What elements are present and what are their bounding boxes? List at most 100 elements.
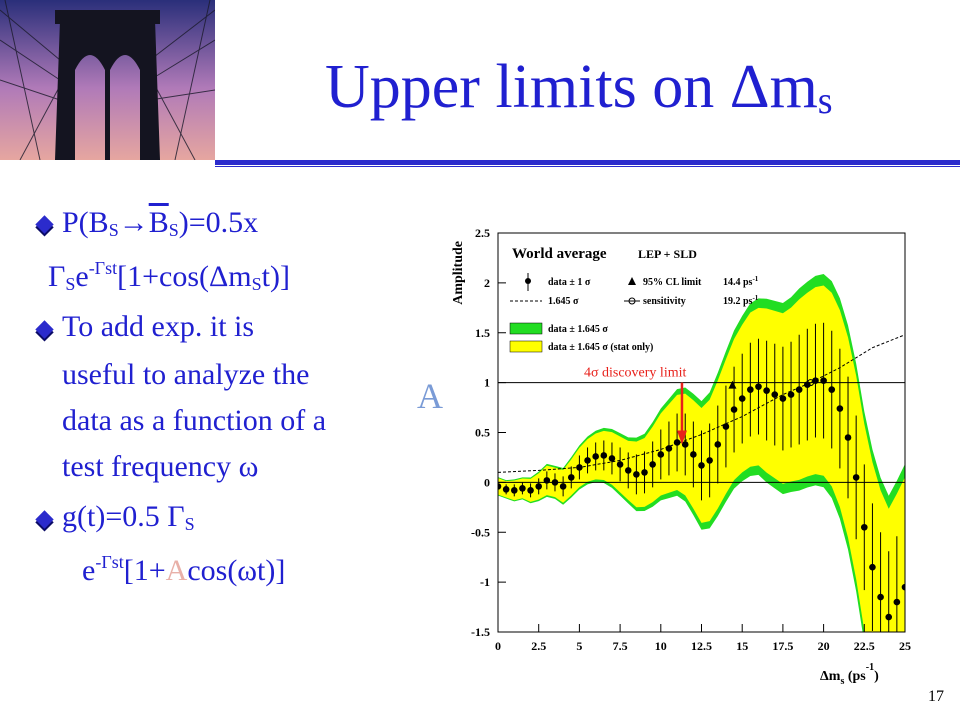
legend-entry-stat: data ± 1.645 σ (stat only)	[548, 342, 653, 353]
data-point	[787, 391, 795, 398]
x-axis-label: Δms (ps-1)	[820, 662, 879, 687]
data-point	[624, 467, 632, 474]
x-tick-label: 5	[576, 639, 582, 653]
bullet-1-text: P(BS→BS)=0.5x	[62, 206, 259, 240]
amplitude-symbol: A	[417, 376, 443, 416]
data-point	[844, 434, 852, 441]
data-point	[869, 563, 876, 571]
data-point	[698, 462, 705, 469]
data-point	[861, 523, 868, 531]
x-tick-label: 25	[899, 639, 911, 653]
data-point	[836, 405, 844, 412]
data-point	[706, 457, 713, 464]
x-tick-label: 12.5	[691, 639, 712, 653]
slide-number: 17	[928, 688, 944, 705]
bullet-1-formula: ΓSe-Γst[1+cos(ΔmSt)]	[48, 258, 290, 294]
legend-title: World average	[512, 246, 607, 262]
slide-title: Upper limits on Δms	[325, 53, 833, 122]
data-point	[502, 486, 510, 493]
data-point	[657, 451, 665, 458]
data-point	[551, 479, 559, 486]
legend-swatch-inner	[509, 340, 543, 353]
y-tick-label: 1	[484, 376, 490, 390]
sensitivity-curve	[498, 334, 905, 473]
data-point	[714, 441, 722, 448]
x-tick-label: 10	[655, 639, 667, 653]
data-point	[885, 613, 893, 621]
data-point	[559, 483, 567, 490]
x-tick-label: 22.5	[854, 639, 875, 653]
legend-entry-sensitivity: sensitivity	[643, 296, 686, 307]
x-tick-label: 17.5	[772, 639, 793, 653]
data-point	[828, 386, 836, 393]
x-tick-label: 0	[495, 639, 501, 653]
data-point	[519, 485, 526, 492]
discovery-limit-arrow-head	[676, 430, 687, 445]
data-point	[901, 583, 905, 591]
legend-data-marker	[525, 278, 531, 284]
legend-entry-data: data ± 1 σ	[548, 277, 591, 288]
title-divider-thin	[215, 166, 960, 167]
legend-tag: LEP + SLD	[638, 247, 697, 261]
data-point	[535, 483, 542, 490]
data-point	[649, 461, 656, 468]
legend-limit-value: 14.4 ps-1	[723, 275, 759, 288]
bullet-2-line-3: data as a function of a	[62, 404, 327, 437]
bridge-photo	[0, 0, 215, 160]
data-point	[600, 452, 608, 459]
y-tick-label: 1.5	[475, 326, 490, 340]
data-point	[820, 377, 827, 384]
data-point	[567, 474, 575, 481]
data-point	[633, 471, 640, 478]
data-point	[527, 487, 534, 494]
data-point	[730, 406, 738, 413]
bullet-2-line-1: To add exp. it is	[62, 310, 255, 343]
discovery-limit-label: 4σ discovery limit	[584, 366, 687, 381]
legend-sensitivity-value: 19.2 ps-1	[723, 294, 759, 307]
legend-swatch-outer	[509, 322, 543, 335]
x-tick-label: 2.5	[531, 639, 546, 653]
legend-entry-band: data ± 1.645 σ	[548, 324, 608, 335]
data-point	[763, 387, 770, 394]
data-point	[852, 474, 860, 481]
legend-sens-marker	[628, 297, 636, 305]
bullet-icon	[35, 320, 54, 339]
bullet-3-formula: e-Γst[1+Acos(ωt)]	[82, 552, 286, 587]
data-point	[543, 477, 551, 484]
data-point	[779, 395, 787, 402]
data-point	[641, 469, 648, 476]
amplitude-chart: 0 2.5 5 7.5 10 12.5 15 17.5 20 22.5 25-1.5-1-0.500…	[451, 226, 911, 687]
bullet-2-line-2: useful to analyze the	[62, 358, 310, 391]
bullet-2-line-4: test frequency ω	[62, 450, 259, 483]
cl-limit-marker	[728, 380, 737, 389]
bullet-icon	[35, 215, 54, 234]
legend-entry-cl: 95% CL limit	[643, 277, 702, 288]
data-point	[877, 593, 884, 601]
title-divider	[215, 160, 960, 165]
data-point	[608, 455, 616, 462]
legend-triangle	[628, 277, 636, 285]
data-point	[584, 457, 591, 464]
data-point	[673, 439, 681, 446]
data-point	[771, 391, 779, 398]
y-tick-label: 2	[484, 276, 490, 290]
data-point	[510, 487, 518, 494]
plot-area	[498, 274, 905, 632]
data-point	[738, 395, 746, 402]
sensitivity-marker	[807, 379, 815, 387]
data-point	[616, 461, 624, 468]
data-point	[690, 451, 697, 458]
data-point	[747, 386, 754, 393]
x-tick-label: 15	[736, 639, 748, 653]
y-tick-label: -1.5	[471, 625, 490, 639]
x-tick-label: 20	[818, 639, 830, 653]
y-axis-label: Amplitude	[451, 241, 466, 305]
data-point	[722, 423, 730, 430]
data-point	[592, 453, 599, 460]
data-point	[665, 445, 673, 452]
bullet-3-text: g(t)=0.5 ΓS	[62, 500, 195, 534]
data-point	[498, 483, 502, 490]
data-point	[681, 441, 689, 448]
data-point	[755, 383, 762, 390]
bullet-icon	[35, 510, 54, 529]
